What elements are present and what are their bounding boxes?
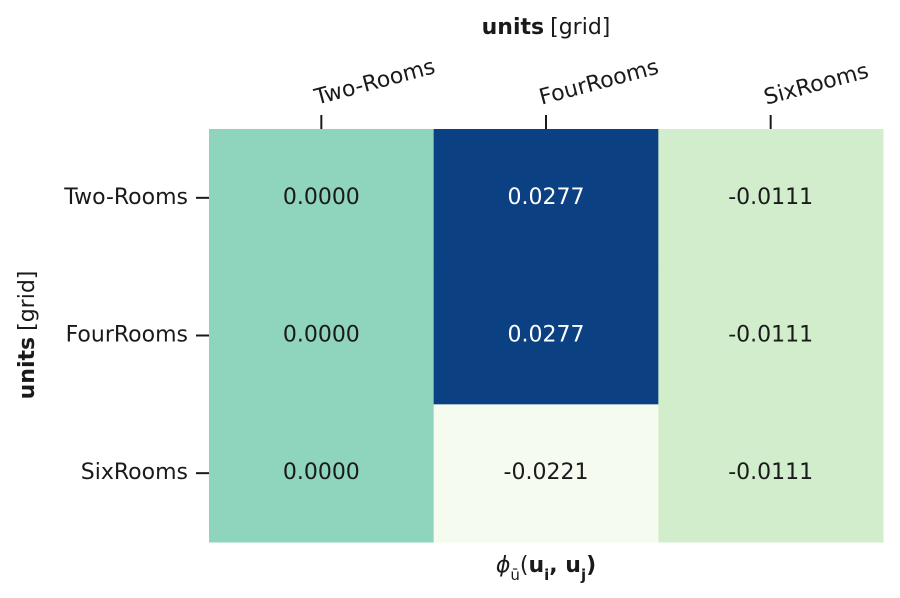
x-axis-title-name: units: [482, 15, 544, 40]
bottom-label-part: j: [580, 566, 586, 584]
cell-label: -0.0111: [728, 323, 813, 348]
bottom-label-part: ū: [510, 566, 520, 584]
bottom-label: ϕū(ui, uj): [496, 553, 596, 584]
heatmap-cell: [433, 404, 659, 543]
heatmap-cell: [209, 129, 435, 268]
bottom-label-part: (: [520, 553, 529, 578]
cell-label: 0.0000: [283, 460, 360, 485]
x-axis-title: units [grid]: [482, 15, 611, 40]
heatmap-cell: [658, 129, 884, 268]
bottom-label-part: u: [528, 553, 544, 578]
cell-label: 0.0277: [508, 323, 585, 348]
cell-label: 0.0277: [508, 185, 585, 210]
y-tick-label: Two-Rooms: [63, 185, 188, 210]
y-axis-title: units [grid]: [15, 271, 40, 400]
bottom-label-part: ): [586, 553, 596, 578]
y-tick-label: FourRooms: [66, 323, 188, 348]
x-axis-title-unit: [grid]: [550, 15, 610, 40]
cell-label: -0.0221: [504, 460, 589, 485]
x-tick-label: FourRooms: [537, 55, 662, 111]
heatmap-cell: [433, 129, 659, 268]
heatmap-cell: [209, 266, 435, 405]
cell-label: -0.0111: [728, 185, 813, 210]
cell-label: 0.0000: [283, 323, 360, 348]
cell-label: 0.0000: [283, 185, 360, 210]
bottom-label-part: ,: [549, 553, 565, 578]
heatmap-cell: [209, 404, 435, 543]
heatmap-cell: [658, 404, 884, 543]
y-axis-title-name: units: [15, 337, 40, 399]
heatmap-cell: [433, 266, 659, 405]
cell-label: -0.0111: [728, 460, 813, 485]
x-tick-label: Two-Rooms: [311, 54, 438, 110]
x-tick-label: SixRooms: [761, 59, 871, 111]
y-axis-title-unit: [grid]: [15, 271, 40, 331]
heatmap-cell: [658, 266, 884, 405]
y-tick-label: SixRooms: [81, 460, 188, 485]
bottom-label-part: u: [565, 553, 581, 578]
bottom-label-part: i: [544, 566, 549, 584]
bottom-label-part: ϕ: [496, 553, 511, 578]
